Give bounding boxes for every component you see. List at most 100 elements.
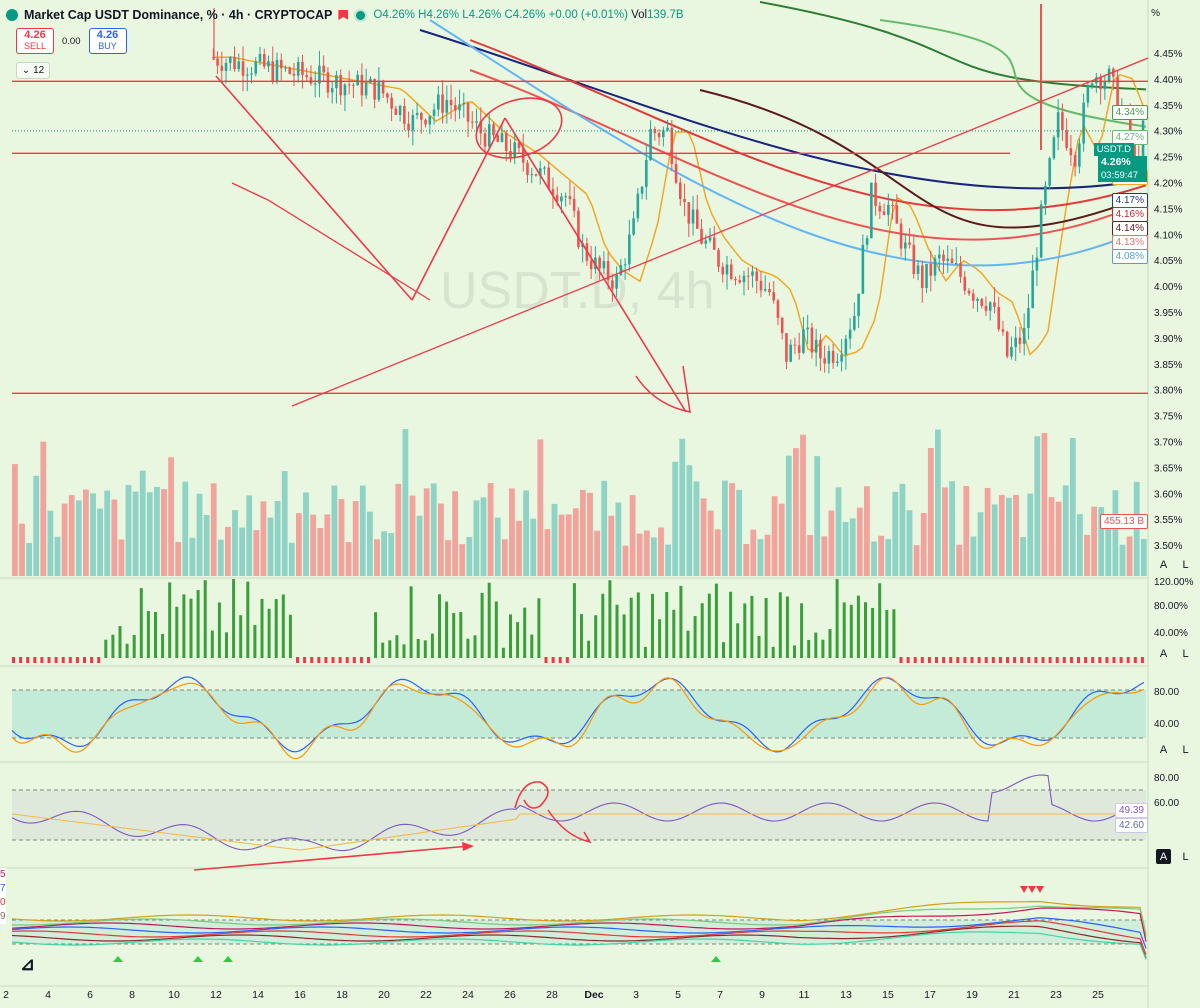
histogram-bar — [551, 657, 555, 663]
histogram-bar — [849, 604, 853, 658]
support-line[interactable] — [231, 182, 431, 301]
candle-body — [258, 53, 262, 62]
time-tick: 10 — [168, 989, 180, 1001]
trend-arrow-line[interactable] — [411, 117, 506, 301]
candle-body — [279, 59, 283, 69]
buy-button[interactable]: 4.26 BUY — [88, 28, 127, 54]
volume-bar — [54, 536, 61, 576]
histogram-bar — [935, 657, 938, 663]
candle-body — [470, 121, 474, 123]
ma-price-label: 4.16% — [1111, 207, 1148, 222]
watermark: USDT.D, 4h — [440, 262, 715, 320]
candle-body — [568, 196, 572, 200]
rsi-down-arrow[interactable] — [547, 809, 592, 844]
price-axis[interactable]: 4.45% 4.40% 4.35% 4.30% 4.25% 4.20% 4.15% 4.10%… — [1154, 49, 1194, 809]
candle-body — [904, 242, 907, 249]
candle-body — [797, 345, 801, 353]
rsi-up-arrow[interactable] — [193, 845, 471, 871]
time-tick: Dec — [584, 989, 603, 1001]
histogram-bar — [743, 603, 747, 658]
candle-body — [250, 73, 253, 75]
pane-auto-button[interactable]: A — [1156, 849, 1171, 864]
histogram-bar — [1069, 657, 1073, 663]
indicators-toggle[interactable]: ⌄ 12 — [16, 62, 50, 79]
pane-log-button[interactable]: L — [1182, 850, 1189, 863]
volume-bar — [395, 483, 402, 576]
candle-body — [878, 205, 882, 212]
candle-body — [971, 293, 975, 301]
volume-bar — [729, 483, 735, 576]
histogram-bar — [672, 609, 676, 658]
curved-arrow[interactable] — [635, 365, 691, 413]
sell-button[interactable]: 4.26 SELL — [16, 28, 54, 54]
candle-body — [1078, 143, 1081, 167]
candle-body — [445, 100, 449, 113]
volume-bar — [700, 498, 707, 576]
histogram-bar — [608, 580, 612, 658]
candle-body — [853, 316, 856, 330]
histogram-bar — [281, 594, 285, 658]
volume-value: 139.7B — [647, 9, 684, 21]
histogram-bar — [565, 657, 569, 663]
tradingview-logo-icon[interactable]: ⊿ — [20, 954, 36, 974]
histogram-bar — [338, 657, 342, 663]
rsi-circle[interactable] — [514, 781, 549, 809]
time-tick: 17 — [924, 989, 936, 1001]
histogram-bar — [90, 657, 94, 663]
trend-arrow-line[interactable] — [504, 117, 687, 413]
volume-bar — [317, 527, 324, 576]
volume-bar — [1041, 432, 1048, 576]
percent-scale-label[interactable]: % — [1151, 8, 1160, 19]
pane-log-button[interactable]: L — [1182, 647, 1189, 660]
pane-auto-button[interactable]: A — [1159, 647, 1168, 660]
candle-body — [212, 57, 215, 59]
candle-body — [755, 271, 759, 281]
volume-bar — [1091, 506, 1097, 576]
highlight-circle[interactable] — [469, 88, 570, 168]
pane-auto-button[interactable]: A — [1159, 558, 1168, 571]
histogram-bar — [83, 657, 86, 663]
candle-body — [695, 209, 699, 229]
candlestick-series[interactable] — [212, 4, 1145, 374]
pane-log-button[interactable]: L — [1182, 743, 1189, 756]
candle-body — [993, 302, 996, 307]
trend-arrow-line[interactable] — [215, 75, 413, 301]
volume-bar — [793, 448, 799, 576]
candle-body — [390, 97, 393, 109]
price-tick: 4.15% — [1154, 204, 1182, 215]
moving-average-line — [699, 89, 1147, 229]
histogram-bar — [892, 609, 896, 658]
ascending-trendline[interactable] — [291, 57, 1149, 407]
osc-tick: 120.00% — [1154, 577, 1194, 588]
candle-body — [356, 74, 359, 86]
symbol-price-tag: USDT.D — [1093, 143, 1134, 156]
histogram-bar — [1041, 657, 1045, 663]
histogram-bar — [196, 589, 200, 658]
volume-bar — [935, 429, 941, 576]
volume-bar — [544, 529, 551, 576]
candle-body — [428, 115, 432, 125]
histogram-bar — [1112, 657, 1116, 663]
left-edge-labels: 5 7 0 9 — [0, 868, 6, 924]
candle-body — [271, 61, 275, 81]
annotation-drawings[interactable] — [193, 57, 1149, 871]
candle-body — [746, 275, 750, 277]
time-tick: 11 — [799, 989, 810, 1001]
histogram-bar — [19, 657, 23, 663]
flag-icon[interactable] — [338, 10, 349, 20]
candle-body — [899, 223, 903, 249]
horizontal-levels[interactable] — [12, 80, 1148, 394]
histogram-bar — [651, 593, 654, 658]
histogram-bar — [232, 579, 236, 658]
volume-bar — [608, 515, 615, 576]
symbol-title[interactable]: Market Cap USDT Dominance, % · 4h · CRYP… — [24, 8, 333, 22]
trade-panel: 4.26 SELL 0.00 4.26 BUY — [16, 28, 127, 54]
pane-log-button[interactable]: L — [1182, 558, 1189, 571]
pane-auto-button[interactable]: A — [1159, 743, 1168, 756]
market-status-icon[interactable] — [354, 8, 368, 22]
histogram-bar — [438, 594, 441, 658]
time-axis[interactable]: 2 4 6 8 10 12 14 16 18 20 22 24 26 28 Dec 3 5 7 9 11 13 15 17 1… — [3, 989, 1104, 1001]
band-line — [11, 907, 1147, 942]
candle-body — [1035, 257, 1039, 271]
